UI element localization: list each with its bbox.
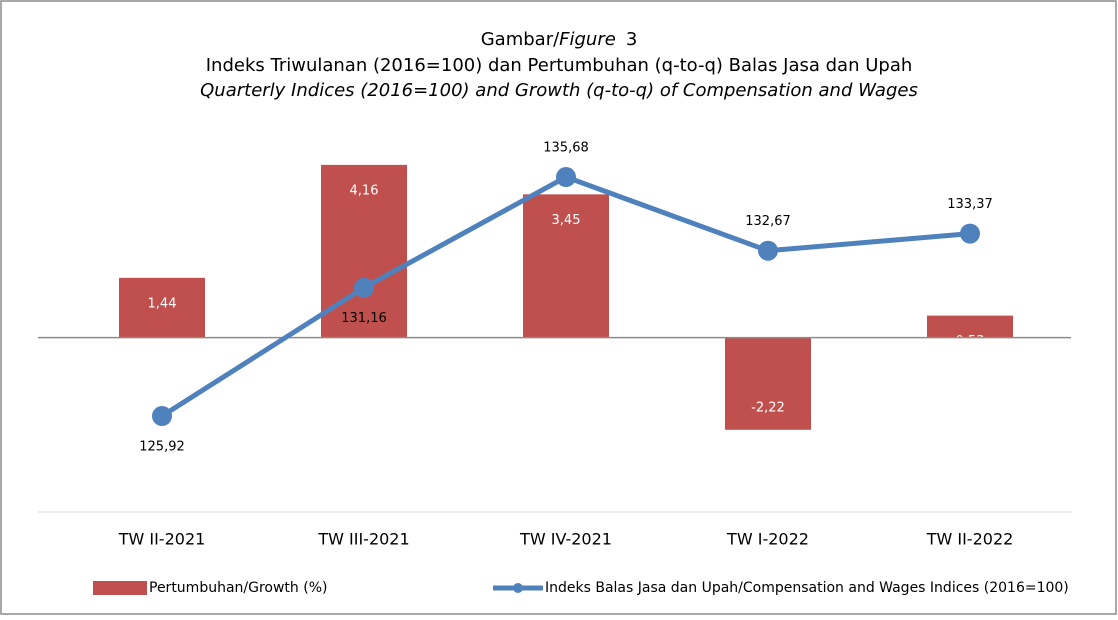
bar — [725, 337, 811, 430]
bar-value-label: 4,16 — [350, 183, 379, 198]
line-value-label: 132,67 — [745, 214, 791, 229]
bar — [523, 194, 609, 338]
x-tick-label: TW II-2021 — [118, 530, 206, 549]
line-point — [758, 240, 778, 261]
legend-label: Indeks Balas Jasa dan Upah/Compensation … — [545, 580, 1069, 596]
line-value-label: 125,92 — [139, 440, 185, 455]
legend-label: Pertumbuhan/Growth (%) — [149, 580, 327, 596]
line-value-label: 135,68 — [543, 141, 589, 156]
bar-value-label: 1,44 — [148, 296, 177, 311]
x-tick-label: TW IV-2021 — [519, 530, 612, 549]
legend-swatch — [93, 581, 147, 595]
title-part: Gambar/ — [481, 29, 560, 50]
legend-marker — [513, 583, 523, 593]
chart-title: Gambar/Figure 3 — [481, 29, 638, 50]
line-point — [152, 406, 172, 427]
line-point — [354, 277, 374, 298]
line-point — [556, 167, 576, 188]
bar — [927, 315, 1013, 338]
x-tick-label: TW III-2021 — [317, 530, 409, 549]
bar-value-label: -2,22 — [751, 400, 785, 415]
line-value-label: 131,16 — [341, 311, 387, 326]
line-point — [960, 223, 980, 244]
bar-value-label: 3,45 — [552, 213, 581, 228]
subtitle-en: Quarterly Indices (2016=100) and Growth … — [200, 80, 918, 101]
subtitle: Indeks Triwulanan (2016=100) dan Pertumb… — [206, 55, 913, 76]
title-part: Figure — [559, 29, 616, 50]
line-value-label: 133,37 — [947, 197, 993, 212]
x-tick-label: TW II-2022 — [926, 530, 1014, 549]
x-tick-label: TW I-2022 — [726, 530, 809, 549]
title-part: 3 — [626, 29, 637, 50]
bar — [119, 277, 205, 338]
bar-value-label: 0,53 — [956, 334, 985, 349]
